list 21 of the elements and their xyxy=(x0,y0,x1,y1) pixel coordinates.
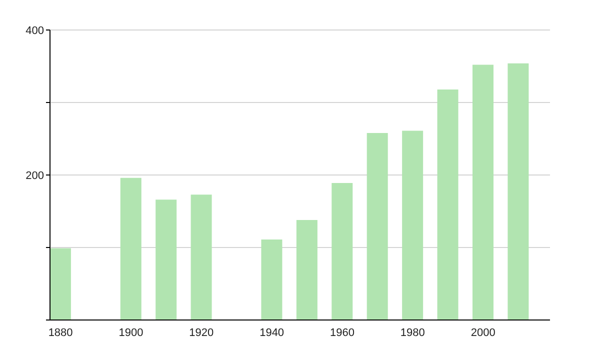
x-tick-label: 1920 xyxy=(189,326,214,339)
x-tick-label: 1900 xyxy=(118,326,144,339)
x-tick-label: 1980 xyxy=(400,326,425,339)
bar xyxy=(472,64,494,320)
x-tick-label: 1960 xyxy=(330,326,354,339)
x-tick-label: 1880 xyxy=(48,326,73,339)
bar xyxy=(156,200,177,320)
x-tick-label: 2000 xyxy=(470,326,496,339)
y-tick-label: 200 xyxy=(26,170,44,182)
bar xyxy=(50,248,71,320)
bar xyxy=(366,132,388,320)
bar xyxy=(120,178,142,320)
x-tick-label: 1940 xyxy=(260,326,284,339)
bar xyxy=(332,182,353,320)
bar xyxy=(296,220,318,320)
bar xyxy=(402,130,424,320)
bar xyxy=(508,63,529,320)
y-tick-label: 400 xyxy=(26,24,44,37)
bar xyxy=(190,194,212,320)
bar xyxy=(261,240,282,320)
bar xyxy=(437,89,458,320)
